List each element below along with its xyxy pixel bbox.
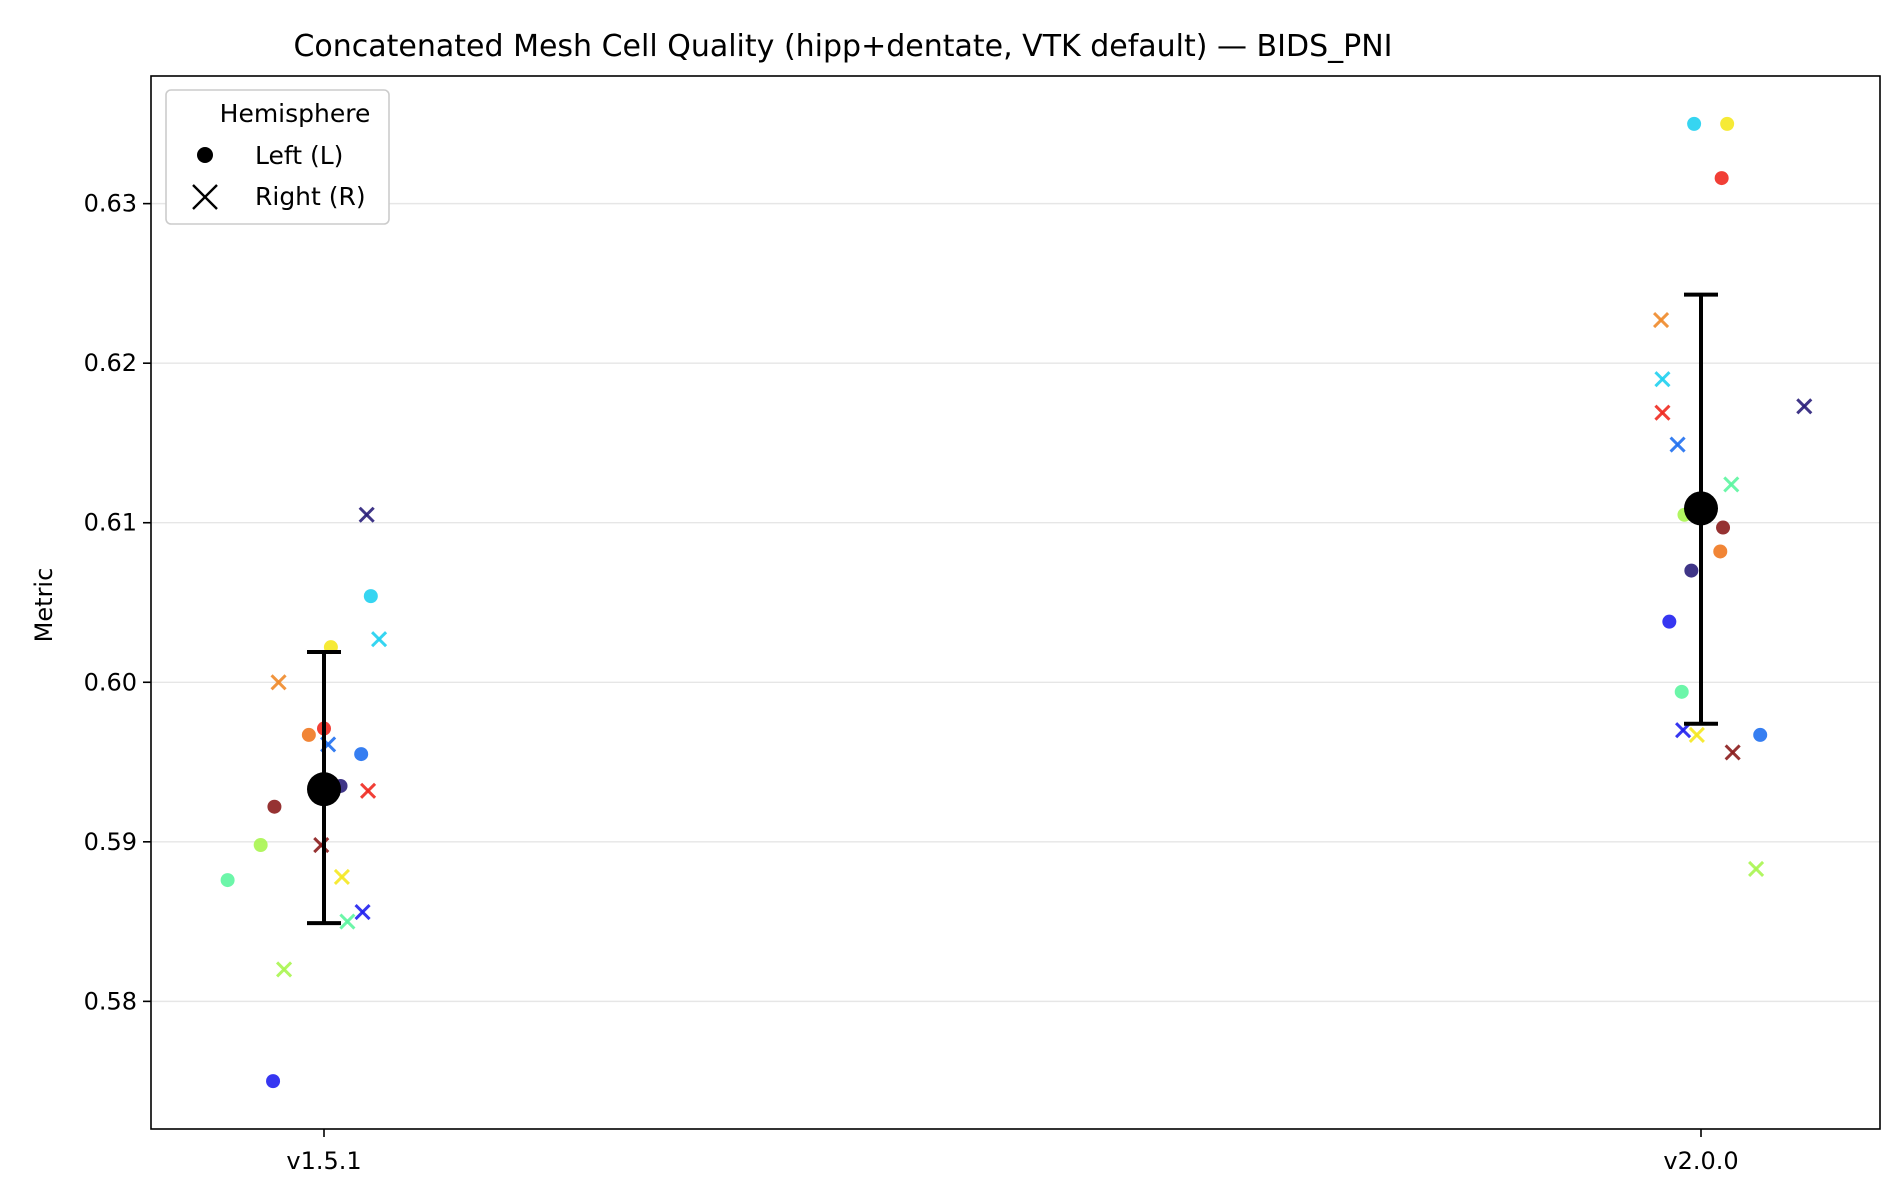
x-axis-ticks: v1.5.1 v2.0.0: [286, 1129, 1739, 1175]
data-point-right-stroke: [1724, 744, 1741, 761]
data-point-right-stroke: [354, 903, 371, 921]
data-point-left: [354, 747, 369, 762]
data-point-right-stroke: [1748, 860, 1765, 878]
y-tick-label: 0.62: [84, 349, 137, 377]
data-point-right-stroke: [1654, 371, 1671, 388]
data-point-right: [276, 961, 293, 978]
y-axis-label: Metric: [30, 568, 58, 643]
data-point-left: [1713, 544, 1728, 559]
legend-label-left: Left (L): [255, 141, 343, 170]
data-point-left: [253, 838, 268, 853]
data-point-right-stroke: [371, 631, 388, 648]
y-tick-label: 0.59: [84, 828, 137, 856]
data-point-right: [333, 868, 350, 885]
data-point-right-stroke: [1669, 436, 1686, 453]
data-point-left: [1720, 116, 1735, 131]
data-point-left: [220, 873, 235, 888]
data-point-right: [1723, 476, 1740, 493]
data-point-left: [267, 799, 282, 814]
data-point-right: [313, 836, 330, 854]
data-point-right: [1724, 744, 1741, 761]
data-point-left: [1662, 614, 1677, 629]
y-tick-label: 0.58: [84, 987, 137, 1015]
legend-marker-right: [192, 184, 218, 210]
data-point-right-stroke: [276, 961, 293, 978]
data-point-right: [360, 782, 377, 799]
data-point-right: [1654, 371, 1671, 388]
data-point-right: [1688, 726, 1705, 743]
x-tick-label: v1.5.1: [286, 1147, 361, 1175]
data-point-left: [1684, 563, 1699, 578]
data-point-right-stroke: [358, 506, 375, 523]
data-point-right-stroke: [339, 913, 356, 930]
data-point-right-stroke: [1654, 404, 1671, 421]
data-point-left: [1674, 684, 1689, 699]
data-point-right: [270, 674, 287, 691]
data-point-left: [363, 589, 378, 604]
data-point-right: [358, 506, 375, 523]
data-point-left: [1753, 727, 1768, 742]
y-tick-label: 0.61: [84, 509, 137, 537]
data-point-right-stroke: [1688, 726, 1705, 743]
grid-layer: [151, 202, 1880, 1003]
data-point-left: [1687, 116, 1702, 131]
data-point-right-stroke: [1796, 398, 1813, 415]
y-tick-label: 0.63: [84, 190, 137, 218]
data-point-right: [1748, 860, 1765, 878]
data-point-right-stroke: [270, 674, 287, 691]
data-point-right: [1669, 436, 1686, 453]
data-point-right: [1654, 404, 1671, 421]
data-point-right: [371, 631, 388, 648]
plot-frame: [150, 75, 1881, 1130]
data-point-left: [301, 727, 316, 742]
legend-box: [165, 89, 390, 225]
legend-title: Hemisphere: [220, 99, 371, 128]
data-point-right-stroke: [333, 868, 350, 885]
y-axis-ticks: 0.58 0.59 0.60 0.61 0.62 0.63: [84, 190, 151, 1015]
points-layer: [220, 116, 1813, 1089]
data-point-right: [354, 903, 371, 921]
data-point-left: [1714, 171, 1729, 186]
data-point-right-stroke: [1653, 312, 1670, 329]
data-point-right-stroke: [1723, 476, 1740, 493]
data-point-right: [1653, 312, 1670, 329]
mean-marker: [1684, 491, 1718, 526]
data-point-left: [1716, 520, 1731, 535]
legend: Hemisphere Left (L) Right (R): [165, 89, 390, 225]
data-point-left: [266, 1074, 281, 1089]
mean-marker: [307, 772, 341, 807]
legend-label-right: Right (R): [255, 182, 366, 211]
chart-title: Concatenated Mesh Cell Quality (hipp+den…: [293, 29, 1392, 64]
summary-layer: [307, 292, 1718, 926]
data-point-right: [339, 913, 356, 930]
y-tick-label: 0.60: [84, 668, 137, 696]
x-tick-label: v2.0.0: [1663, 1147, 1738, 1175]
data-point-right-stroke: [360, 782, 377, 799]
legend-marker-left: [197, 147, 213, 163]
data-point-right: [1796, 398, 1813, 415]
